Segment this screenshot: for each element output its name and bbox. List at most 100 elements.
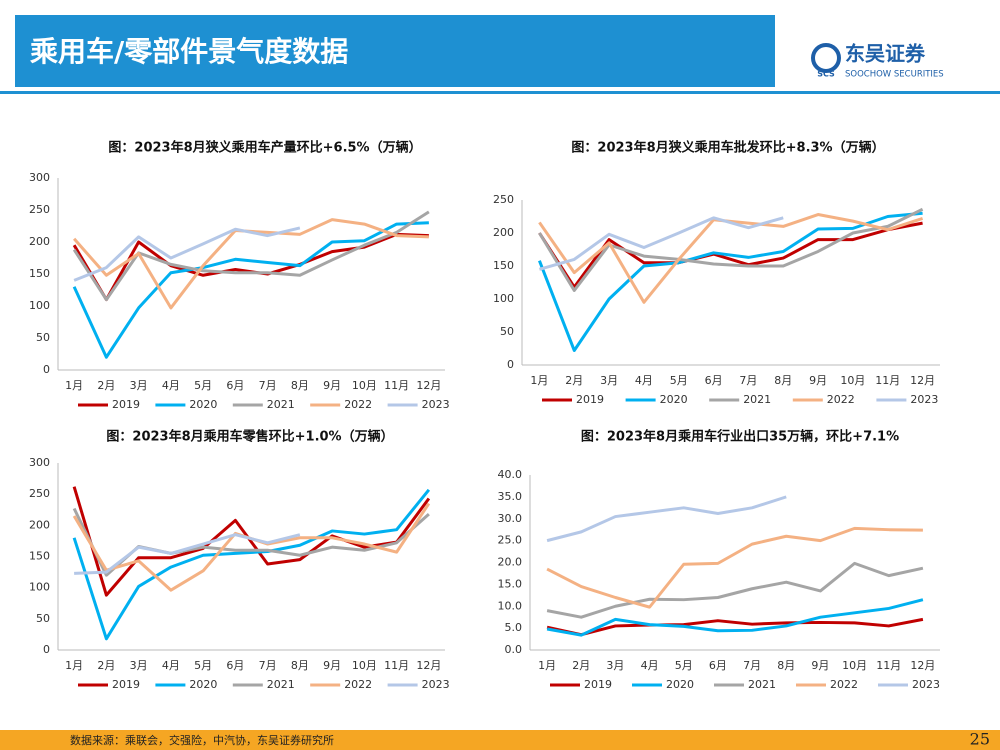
x-tick-label: 12月 bbox=[910, 659, 935, 672]
logo-mark: SCS bbox=[817, 70, 835, 79]
legend-label: 2023 bbox=[422, 398, 450, 411]
x-tick-label: 1月 bbox=[530, 374, 548, 387]
x-tick-label: 12月 bbox=[910, 374, 935, 387]
y-tick-label: 40.0 bbox=[498, 468, 523, 481]
x-tick-label: 9月 bbox=[811, 659, 829, 672]
chart-title: 图：2023年8月狭义乘用车产量环比+6.5%（万辆） bbox=[108, 140, 421, 156]
legend-label: 2022 bbox=[830, 678, 858, 691]
footer-band bbox=[0, 730, 1000, 750]
footer-source: 数据来源：乘联会，交强险，中汽协，东吴证券研究所 bbox=[70, 733, 334, 747]
x-tick-label: 1月 bbox=[538, 659, 556, 672]
x-tick-label: 5月 bbox=[670, 374, 688, 387]
y-tick-label: 100 bbox=[29, 581, 50, 594]
x-tick-label: 10月 bbox=[840, 374, 865, 387]
y-tick-label: 50 bbox=[500, 325, 514, 338]
x-tick-label: 7月 bbox=[259, 379, 277, 392]
series-line bbox=[73, 226, 301, 282]
legend-label: 2020 bbox=[189, 678, 217, 691]
series-line bbox=[538, 207, 924, 292]
y-tick-label: 0 bbox=[43, 643, 50, 656]
header-title: 乘用车/零部件景气度数据 bbox=[30, 35, 348, 68]
y-tick-label: 10.0 bbox=[498, 599, 523, 612]
x-tick-label: 4月 bbox=[641, 659, 659, 672]
series-line bbox=[72, 221, 429, 359]
y-tick-label: 150 bbox=[29, 550, 50, 563]
header-rule bbox=[0, 91, 1000, 94]
y-tick-label: 200 bbox=[29, 235, 50, 248]
legend-label: 2019 bbox=[112, 678, 140, 691]
legend-label: 2020 bbox=[660, 393, 688, 406]
series-line bbox=[546, 598, 924, 637]
y-tick-label: 300 bbox=[29, 456, 50, 469]
x-tick-label: 11月 bbox=[384, 379, 409, 392]
legend-label: 2019 bbox=[576, 393, 604, 406]
x-tick-label: 10月 bbox=[352, 659, 377, 672]
x-tick-label: 2月 bbox=[97, 379, 115, 392]
legend-label: 2021 bbox=[748, 678, 776, 691]
chart-title: 图：2023年8月乘用车零售环比+1.0%（万辆） bbox=[106, 429, 393, 445]
x-tick-label: 10月 bbox=[842, 659, 867, 672]
x-tick-label: 7月 bbox=[743, 659, 761, 672]
x-tick-label: 8月 bbox=[291, 659, 309, 672]
x-tick-label: 7月 bbox=[259, 659, 277, 672]
series-line bbox=[72, 210, 430, 302]
x-tick-label: 6月 bbox=[226, 379, 244, 392]
y-tick-label: 50 bbox=[36, 612, 50, 625]
series-line bbox=[539, 216, 784, 271]
legend-label: 2020 bbox=[666, 678, 694, 691]
chart-title: 图：2023年8月乘用车行业出口35万辆，环比+7.1% bbox=[581, 429, 899, 445]
legend-label: 2021 bbox=[743, 393, 771, 406]
y-tick-label: 30.0 bbox=[498, 512, 523, 525]
x-tick-label: 11月 bbox=[875, 374, 900, 387]
y-tick-label: 200 bbox=[29, 518, 50, 531]
logo-sub: SOOCHOW SECURITIES bbox=[845, 70, 944, 80]
logo-icon bbox=[811, 43, 841, 73]
x-tick-label: 4月 bbox=[162, 659, 180, 672]
x-tick-label: 10月 bbox=[352, 379, 377, 392]
legend-label: 2022 bbox=[344, 678, 372, 691]
x-tick-label: 8月 bbox=[774, 374, 792, 387]
x-tick-label: 4月 bbox=[635, 374, 653, 387]
x-tick-label: 2月 bbox=[97, 659, 115, 672]
x-tick-label: 9月 bbox=[323, 379, 341, 392]
y-tick-label: 250 bbox=[29, 203, 50, 216]
y-tick-label: 200 bbox=[493, 226, 514, 239]
x-tick-label: 6月 bbox=[226, 659, 244, 672]
x-tick-label: 8月 bbox=[291, 379, 309, 392]
series-line bbox=[546, 617, 924, 637]
y-tick-label: 50 bbox=[36, 331, 50, 344]
series-line bbox=[72, 488, 431, 641]
legend-label: 2023 bbox=[422, 678, 450, 691]
y-tick-label: 0.0 bbox=[505, 643, 523, 656]
y-tick-label: 25.0 bbox=[498, 534, 523, 547]
series-line bbox=[74, 533, 301, 575]
x-tick-label: 3月 bbox=[600, 374, 618, 387]
legend-label: 2021 bbox=[267, 678, 295, 691]
legend-label: 2020 bbox=[189, 398, 217, 411]
y-tick-label: 5.0 bbox=[505, 621, 523, 634]
x-tick-label: 5月 bbox=[194, 659, 212, 672]
y-tick-label: 15.0 bbox=[498, 577, 523, 590]
y-tick-label: 300 bbox=[29, 171, 50, 184]
x-tick-label: 2月 bbox=[565, 374, 583, 387]
legend-label: 2019 bbox=[584, 678, 612, 691]
x-tick-label: 3月 bbox=[130, 379, 148, 392]
x-tick-label: 5月 bbox=[194, 379, 212, 392]
series-line bbox=[538, 211, 923, 352]
legend-label: 2023 bbox=[912, 678, 940, 691]
series-line bbox=[546, 561, 924, 619]
legend-label: 2023 bbox=[910, 393, 938, 406]
legend-label: 2022 bbox=[827, 393, 855, 406]
x-tick-label: 9月 bbox=[323, 659, 341, 672]
x-tick-label: 1月 bbox=[65, 659, 83, 672]
y-tick-label: 20.0 bbox=[498, 556, 523, 569]
y-tick-label: 250 bbox=[493, 193, 514, 206]
x-tick-label: 5月 bbox=[675, 659, 693, 672]
x-tick-label: 2月 bbox=[572, 659, 590, 672]
x-tick-label: 12月 bbox=[416, 379, 441, 392]
x-tick-label: 11月 bbox=[384, 659, 409, 672]
series-line bbox=[72, 502, 431, 592]
page-number: 25 bbox=[970, 730, 990, 749]
x-tick-label: 7月 bbox=[739, 374, 757, 387]
